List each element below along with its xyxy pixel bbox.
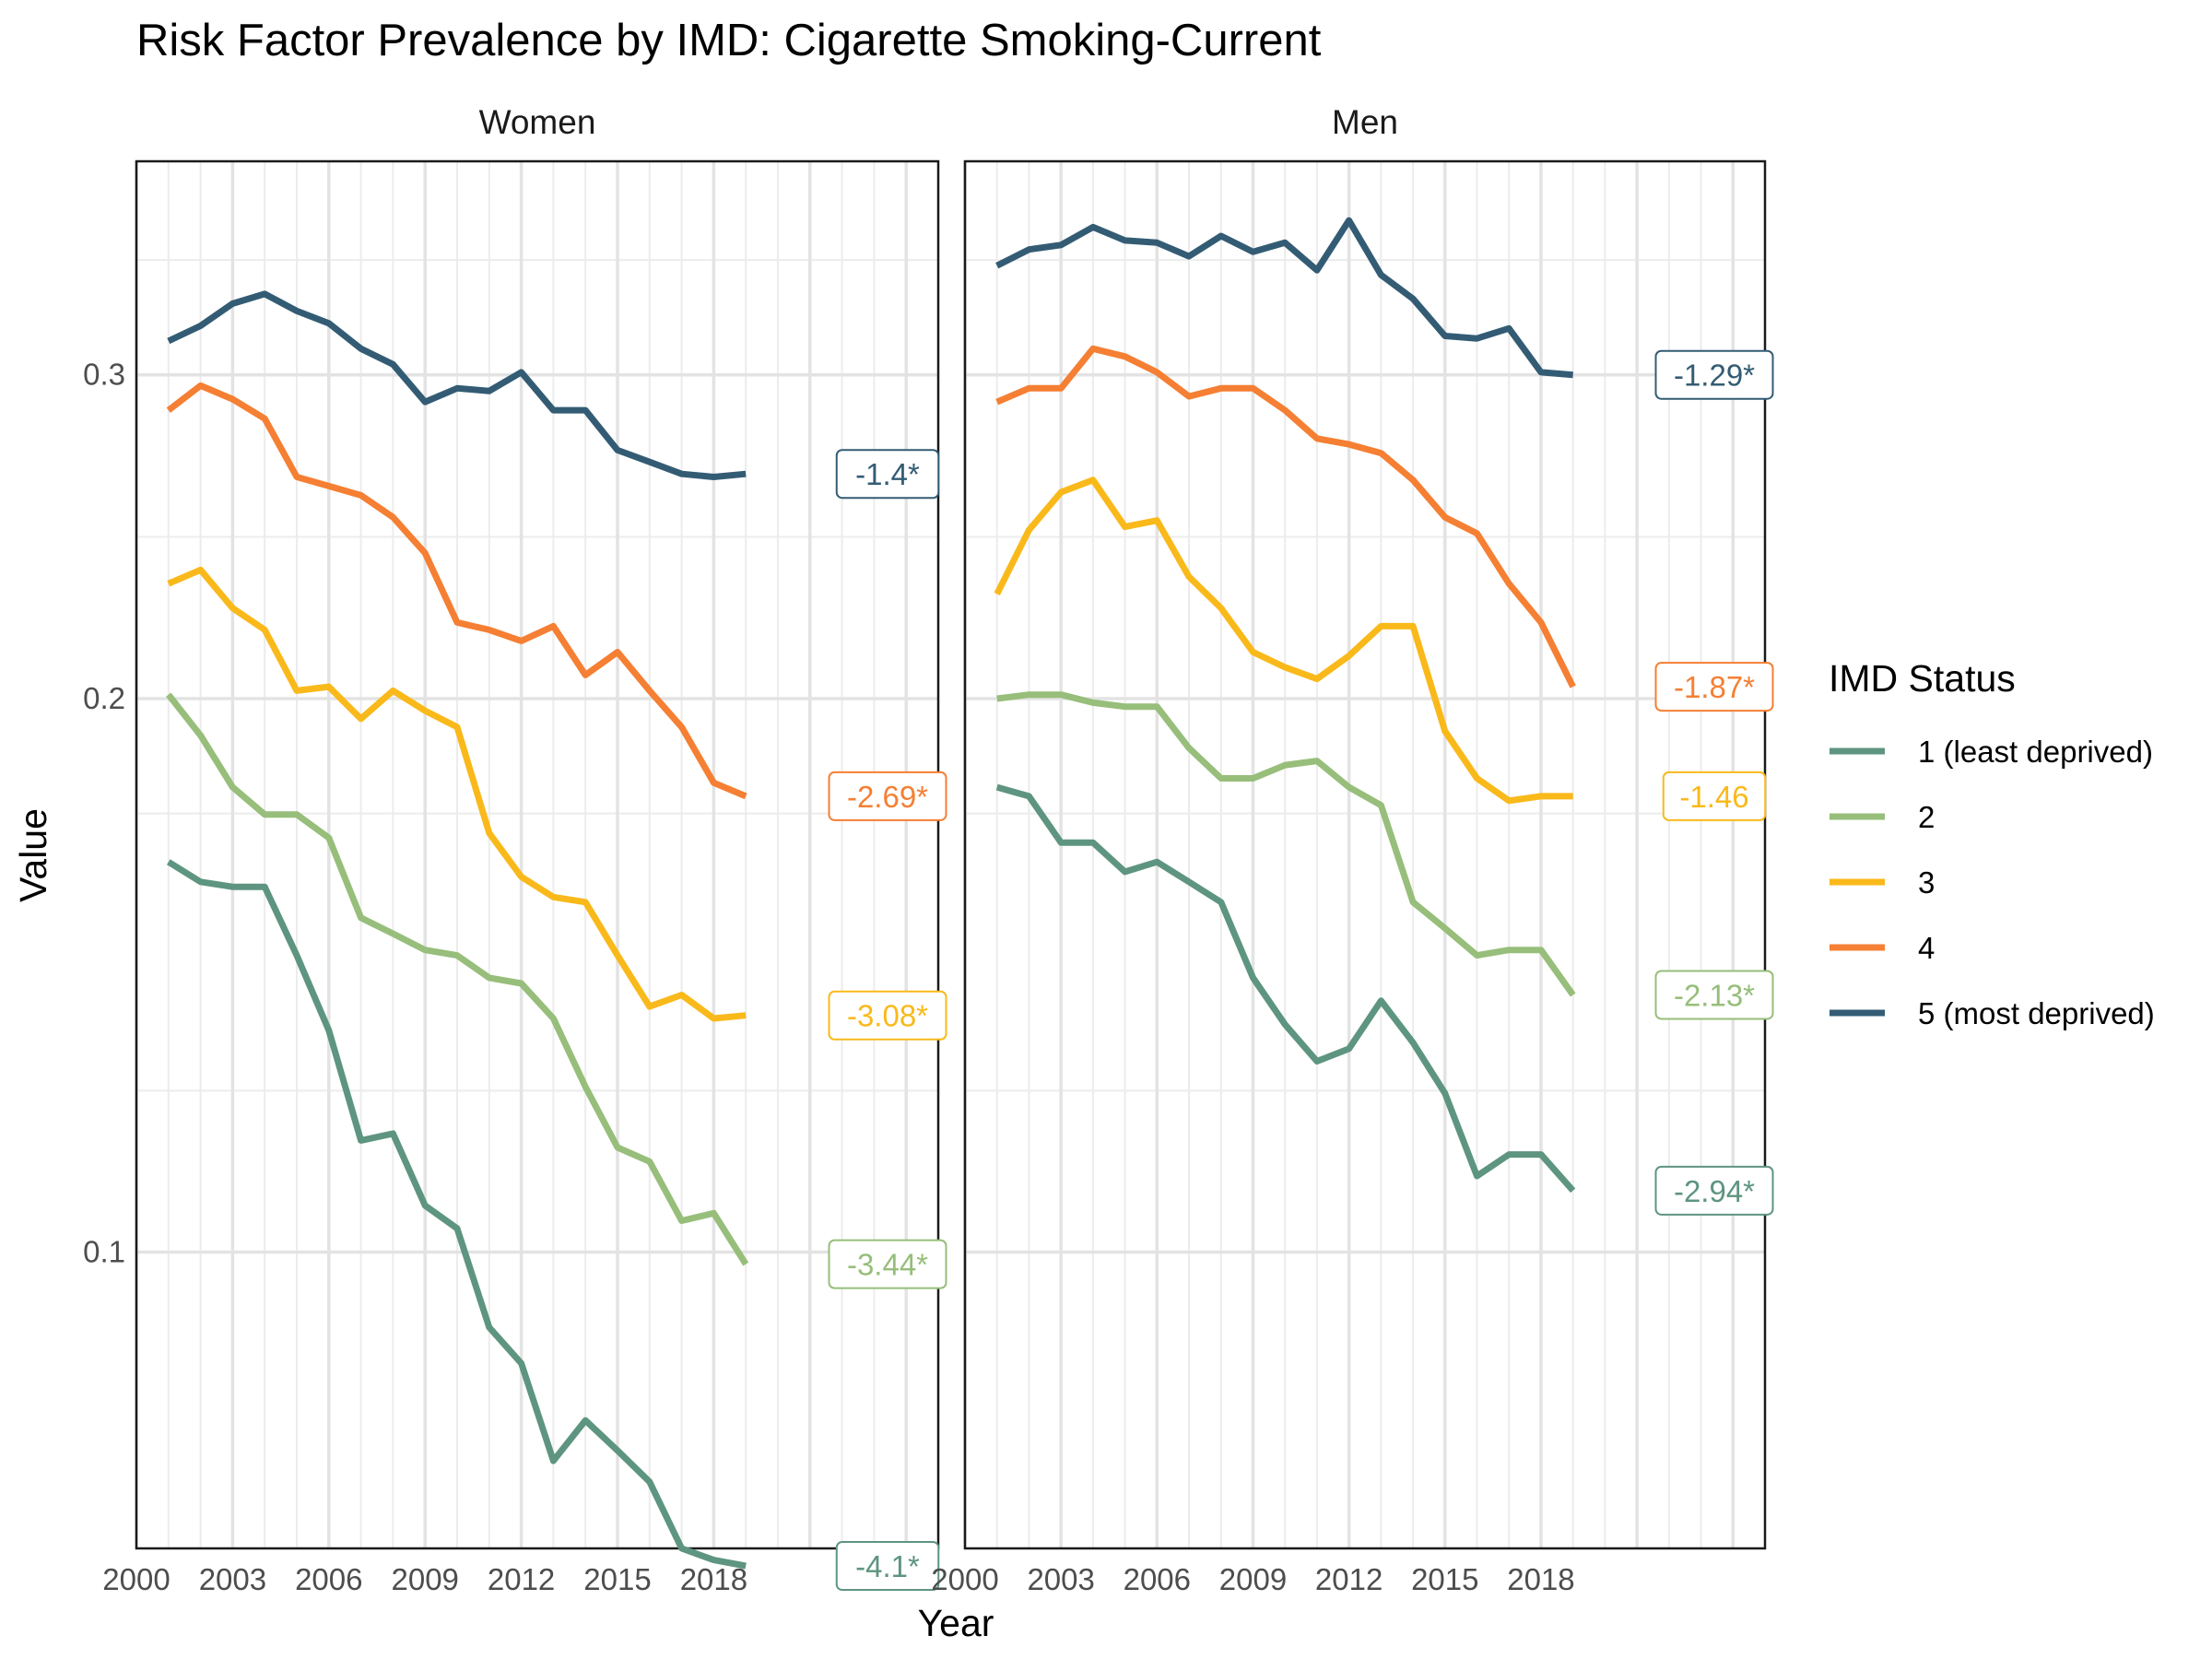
end-label: -1.29* xyxy=(1654,349,1774,400)
end-label: -4.1* xyxy=(835,1541,940,1592)
end-label-box xyxy=(1654,349,1774,400)
y-tick-label: 0.1 xyxy=(83,1235,125,1269)
end-label-box xyxy=(1654,1165,1774,1216)
legend-entry: 5 (most deprived) xyxy=(1830,996,2155,1030)
panel-border xyxy=(963,159,1767,1550)
x-tick-label: 2018 xyxy=(680,1562,747,1596)
x-tick-label: 2012 xyxy=(1315,1562,1382,1596)
end-label: -2.69* xyxy=(828,771,947,821)
x-tick-label: 2009 xyxy=(391,1562,458,1596)
end-label-text: -2.94* xyxy=(1674,1174,1755,1208)
x-tick-label: 2012 xyxy=(488,1562,555,1596)
end-label-text: -1.4* xyxy=(855,457,920,491)
series-line xyxy=(996,691,1576,997)
series-line xyxy=(166,692,749,1266)
series-line xyxy=(167,290,747,480)
end-label: -3.44* xyxy=(828,1239,947,1289)
legend-label: 4 xyxy=(1918,931,1935,965)
end-label-box xyxy=(1654,662,1774,712)
x-tick-label: 2000 xyxy=(931,1562,998,1596)
series-line xyxy=(995,783,1576,1194)
end-label-text: -3.44* xyxy=(847,1248,928,1282)
end-label-text: -2.69* xyxy=(847,780,928,814)
legend-label: 1 (least deprived) xyxy=(1918,735,2153,769)
end-label-box xyxy=(835,449,940,500)
x-tick-label: 2015 xyxy=(1411,1562,1478,1596)
x-tick-label: 2003 xyxy=(1027,1562,1094,1596)
x-tick-label: 2018 xyxy=(1507,1562,1574,1596)
legend-entry: 4 xyxy=(1830,931,1935,965)
panel-men: Men -2.94* -2.13* -1.46 -1.87* -1.29* 2000 2003… xyxy=(931,103,1774,1596)
end-label: -1.87* xyxy=(1654,662,1774,712)
end-label: -3.08* xyxy=(828,990,947,1041)
end-label-text: -1.46 xyxy=(1679,780,1748,814)
end-label-box xyxy=(828,1239,947,1289)
end-label: -2.13* xyxy=(1654,970,1774,1020)
end-label: -2.94* xyxy=(1654,1165,1774,1216)
end-label-text: -4.1* xyxy=(855,1549,920,1583)
series-line xyxy=(995,345,1576,688)
series-line xyxy=(995,217,1573,379)
y-tick-label: 0.2 xyxy=(83,681,125,715)
end-label-box xyxy=(835,1541,940,1592)
panel-strip-label: Men xyxy=(1332,103,1398,141)
legend: IMD Status 1 (least deprived) 2 3 4 5 (most … xyxy=(1829,657,2155,1030)
panel-border xyxy=(135,159,940,1550)
series-line xyxy=(994,477,1573,805)
end-label-box xyxy=(828,771,947,821)
panel-strip-label: Women xyxy=(479,103,596,141)
end-label: -1.46 xyxy=(1662,771,1767,821)
end-label-text: -1.87* xyxy=(1674,670,1755,704)
end-label-box xyxy=(1654,970,1774,1020)
legend-title: IMD Status xyxy=(1829,657,2016,700)
x-tick-label: 2015 xyxy=(583,1562,651,1596)
y-axis: 0.1 0.2 0.3 xyxy=(83,358,125,1269)
end-label-box xyxy=(1662,771,1767,821)
x-tick-label: 2006 xyxy=(1124,1562,1191,1596)
panel-women: Women -4.1* -3.44* -3.08* -2.69* -1.4* 2000 200… xyxy=(102,103,947,1596)
x-tick-label: 2009 xyxy=(1219,1562,1287,1596)
series-line xyxy=(166,382,747,800)
x-tick-label: 2006 xyxy=(295,1562,362,1596)
chart-title: Risk Factor Prevalence by IMD: Cigarette… xyxy=(136,16,1322,65)
end-label-text: -1.29* xyxy=(1674,359,1755,393)
series-line xyxy=(166,859,747,1570)
legend-entry: 3 xyxy=(1830,865,1935,900)
y-axis-title: Value xyxy=(12,808,54,902)
x-axis-title: Year xyxy=(918,1602,994,1644)
legend-entry: 2 xyxy=(1830,800,1935,834)
x-tick-label: 2000 xyxy=(102,1562,170,1596)
end-label-text: -3.08* xyxy=(847,999,928,1033)
legend-label: 3 xyxy=(1918,865,1935,900)
end-label: -1.4* xyxy=(835,449,940,500)
end-label-box xyxy=(828,990,947,1041)
y-tick-label: 0.3 xyxy=(83,358,125,392)
x-tick-label: 2003 xyxy=(199,1562,266,1596)
legend-label: 5 (most deprived) xyxy=(1918,996,2155,1030)
legend-label: 2 xyxy=(1918,800,1935,834)
end-label-text: -2.13* xyxy=(1674,978,1755,1012)
series-line xyxy=(167,566,747,1022)
legend-entry: 1 (least deprived) xyxy=(1830,735,2153,769)
